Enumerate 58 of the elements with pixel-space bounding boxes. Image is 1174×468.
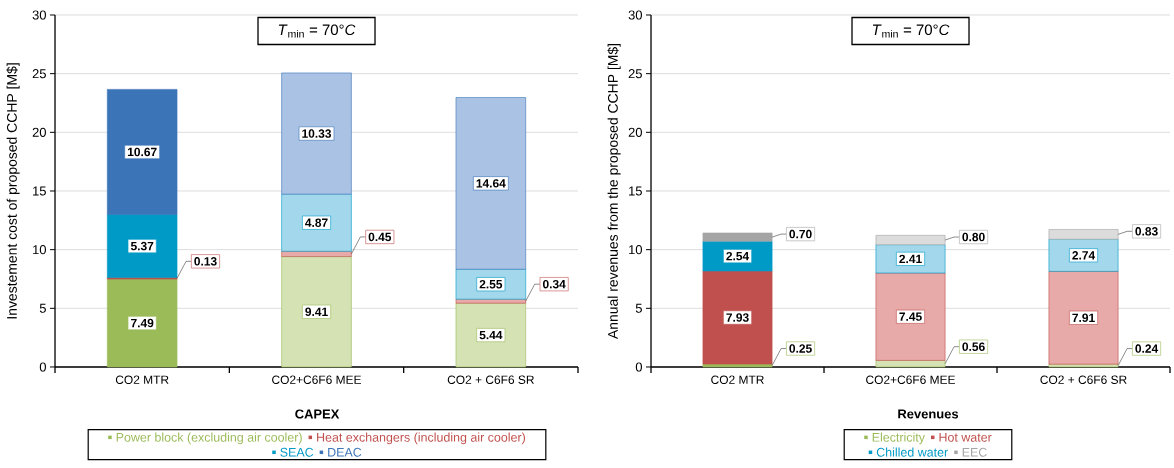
legend-label: Hot water: [939, 433, 992, 442]
y-tick-label: 15: [629, 186, 642, 196]
x-axis-title: CAPEX: [295, 409, 340, 419]
data-label: 0.83: [1135, 227, 1158, 236]
data-label: 7.91: [1072, 313, 1095, 322]
y-tick-label: 25: [628, 69, 642, 79]
data-label: 14.64: [476, 179, 506, 188]
data-label: 10.67: [127, 147, 157, 157]
data-label: 2.55: [479, 279, 503, 289]
x-tick-label: CO2 MTR: [115, 375, 169, 384]
annotation: T$_{min}$ = 70°C: [278, 24, 356, 38]
data-label: 2.54: [726, 251, 750, 261]
y-tick-label: 30: [32, 10, 46, 20]
legend-label: Chilled water: [876, 447, 948, 457]
x-axis-title: Revenues: [898, 409, 959, 419]
x-tick-label: CO2 + C6F6 SR: [447, 375, 534, 384]
data-label: 5.37: [130, 241, 154, 251]
legend-label: Heat exchangers (including air cooler): [317, 432, 525, 445]
x-tick-label: CO2+C6F6 MEE: [866, 375, 955, 384]
data-label: 9.41: [305, 307, 328, 316]
data-label: 0.13: [194, 257, 217, 266]
x-tick-label: CO2+C6F6 MEE: [272, 375, 361, 384]
data-label: 0.24: [1135, 344, 1159, 353]
legend-label: EEC: [962, 447, 987, 457]
x-tick-label: CO2 + C6F6 SR: [1040, 375, 1127, 384]
y-tick-label: 10: [629, 245, 642, 255]
legend-label: Electricity: [872, 432, 925, 445]
data-label: 5.44: [479, 330, 503, 340]
data-label: 7.49: [131, 318, 154, 328]
y-tick-label: 30: [628, 10, 642, 20]
data-label: 0.70: [789, 229, 812, 239]
legend-label: SEAC: [280, 447, 314, 457]
annotation: T$_{min}$ = 70°C: [872, 24, 950, 38]
data-label: 0.80: [962, 232, 985, 242]
legend-label: DEAC: [328, 447, 362, 457]
y-axis-title: Annual revenues from the proposed CCHP [M$]: [607, 43, 621, 340]
y-tick-label: 15: [33, 186, 46, 196]
data-label: 0.56: [962, 342, 985, 351]
data-label: 7.93: [726, 313, 749, 322]
y-tick-label: 10: [33, 245, 46, 255]
y-tick-label: 0: [39, 362, 46, 372]
data-label: 10.33: [302, 129, 332, 138]
data-label: 0.34: [542, 279, 566, 289]
data-label: 0.45: [368, 232, 392, 242]
x-tick-label: CO2 MTR: [711, 375, 764, 384]
legend-label: Power block (excluding air cooler): [116, 432, 302, 445]
data-label: 0.25: [789, 344, 812, 353]
data-label: 2.41: [899, 254, 922, 264]
data-label: 4.87: [305, 218, 328, 227]
y-tick-label: 25: [32, 69, 46, 79]
data-label: 2.74: [1072, 251, 1096, 260]
y-tick-label: 20: [32, 127, 46, 137]
y-tick-label: 5: [635, 303, 642, 313]
y-tick-label: 5: [39, 303, 46, 313]
y-axis-title: Investement cost of proposed CCHP [M$]: [6, 63, 20, 319]
y-tick-label: 0: [635, 362, 642, 372]
data-label: 7.45: [899, 312, 922, 321]
y-tick-label: 20: [628, 127, 642, 137]
